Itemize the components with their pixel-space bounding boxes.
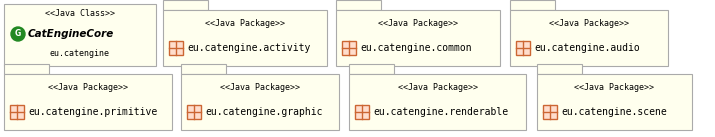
Text: <<Java Class>>: <<Java Class>> xyxy=(45,8,115,18)
Text: eu.catengine.primitive: eu.catengine.primitive xyxy=(28,107,157,117)
Text: eu.catengine.common: eu.catengine.common xyxy=(360,43,472,53)
Bar xyxy=(163,10,327,66)
Bar xyxy=(4,74,172,130)
Bar xyxy=(336,10,500,66)
Text: eu.catengine.activity: eu.catengine.activity xyxy=(187,43,310,53)
Bar xyxy=(10,105,24,119)
Bar xyxy=(349,74,526,130)
Bar xyxy=(169,41,183,55)
Text: <<Java Package>>: <<Java Package>> xyxy=(220,82,300,92)
Text: <<Java Package>>: <<Java Package>> xyxy=(549,18,629,28)
Bar xyxy=(4,4,156,66)
Text: <<Java Package>>: <<Java Package>> xyxy=(378,18,458,28)
Bar xyxy=(510,10,668,66)
Text: eu.catengine.scene: eu.catengine.scene xyxy=(561,107,667,117)
Text: <<Java Package>>: <<Java Package>> xyxy=(205,18,285,28)
Text: eu.catengine.renderable: eu.catengine.renderable xyxy=(373,107,508,117)
Text: <<Java Package>>: <<Java Package>> xyxy=(398,82,478,92)
Text: <<Java Package>>: <<Java Package>> xyxy=(574,82,654,92)
Bar xyxy=(543,105,557,119)
Bar xyxy=(349,64,394,74)
Bar xyxy=(336,0,381,10)
Text: eu.catengine.audio: eu.catengine.audio xyxy=(534,43,640,53)
Bar xyxy=(342,41,356,55)
Bar xyxy=(4,64,49,74)
Text: CatEngineCore: CatEngineCore xyxy=(28,29,114,39)
Bar xyxy=(537,74,692,130)
Bar xyxy=(516,41,530,55)
Circle shape xyxy=(11,27,25,41)
Bar xyxy=(510,0,555,10)
Bar xyxy=(163,0,208,10)
Bar xyxy=(355,105,369,119)
Text: <<Java Package>>: <<Java Package>> xyxy=(48,82,128,92)
Text: eu.catengine.graphic: eu.catengine.graphic xyxy=(205,107,322,117)
Text: eu.catengine: eu.catengine xyxy=(50,49,110,58)
Bar xyxy=(181,74,339,130)
Text: G: G xyxy=(15,29,21,38)
Bar xyxy=(537,64,582,74)
Bar xyxy=(187,105,201,119)
Bar xyxy=(181,64,226,74)
